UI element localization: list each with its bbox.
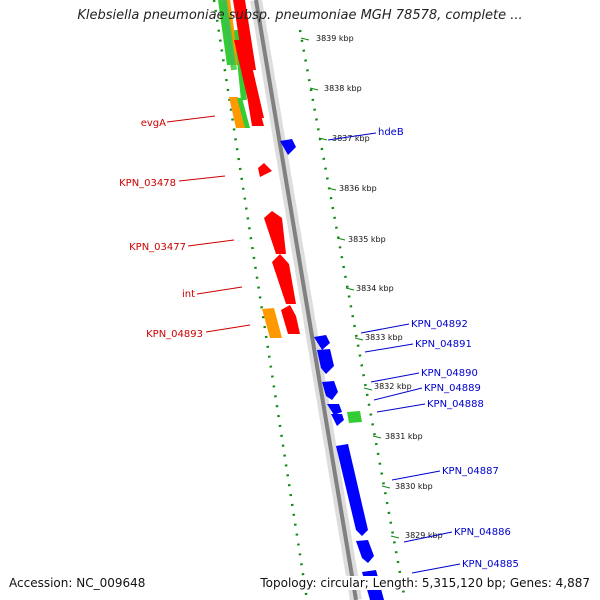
gene-label-KPN_04892[interactable]: KPN_04892 [411, 319, 468, 330]
map-title: Klebsiella pneumoniae subsp. pneumoniae … [77, 8, 523, 23]
gene-label-KPN_04889[interactable]: KPN_04889 [424, 383, 481, 394]
gene-KPN_03478[interactable] [258, 163, 272, 177]
gene-label-KPN_04885[interactable]: KPN_04885 [462, 559, 519, 570]
tick-label: 3836 kbp [339, 184, 377, 193]
gene-label-KPN_04890[interactable]: KPN_04890 [421, 368, 478, 379]
gene-KPN_04892[interactable] [314, 335, 330, 350]
tick-label: 3834 kbp [356, 284, 394, 293]
cog-track-green-3 [221, 0, 237, 71]
backbone-line [254, 0, 358, 600]
left-dotted-guide [212, 0, 309, 600]
tick-label: 3830 kbp [395, 482, 433, 491]
connector-KPN_04892 [360, 323, 410, 334]
gene-KPN_03477[interactable] [264, 211, 286, 254]
tick-label: 3829 kbp [405, 531, 443, 540]
gene-KPN_04886[interactable] [356, 540, 374, 563]
topology-text: Topology: circular; Length: 5,315,120 bp… [260, 576, 590, 590]
connector-KPN_04888 [376, 403, 426, 413]
gene-label-KPN_04887[interactable]: KPN_04887 [442, 466, 499, 477]
gene-KPN_04893-orange[interactable] [262, 308, 282, 338]
connector-KPN_04885 [411, 563, 461, 574]
tick-label: 3831 kbp [385, 432, 423, 441]
gene-KPN_04888[interactable] [331, 414, 344, 426]
tick-label: 3832 kbp [374, 382, 412, 391]
connector-KPN_04887 [391, 470, 441, 481]
gene-label-KPN_04886[interactable]: KPN_04886 [454, 527, 511, 538]
gene-label-hdeB[interactable]: hdeB [378, 127, 404, 138]
connector-KPN_04886 [403, 531, 453, 543]
gene-hdeB[interactable] [280, 139, 296, 155]
connector-evgA [166, 115, 216, 123]
connector-KPN_03477 [187, 239, 235, 247]
gene-green-small[interactable] [347, 411, 362, 423]
gene-KPN_04893[interactable] [281, 305, 300, 334]
gene-label-KPN_04893[interactable]: KPN_04893 [146, 329, 203, 340]
gene-label-KPN_03478[interactable]: KPN_03478 [119, 178, 176, 189]
gene-KPN_04890[interactable] [322, 381, 338, 400]
tick-label: 3833 kbp [365, 333, 403, 342]
tick-label: 3835 kbp [348, 235, 386, 244]
connector-KPN_04889 [373, 387, 423, 401]
gene-red[interactable] [234, 40, 264, 118]
accession-text: Accession: NC_009648 [9, 576, 146, 590]
gene-evgA-orange[interactable] [229, 97, 246, 128]
connector-KPN_04893 [205, 324, 251, 333]
connector-int [196, 286, 243, 295]
cog-track-green [218, 0, 231, 66]
connector-KPN_04891 [364, 343, 414, 353]
gene-int[interactable] [272, 254, 296, 304]
gene-KPN_04889[interactable] [327, 404, 342, 415]
tick-label: 3839 kbp [316, 34, 354, 43]
tick-label: 3838 kbp [324, 84, 362, 93]
connector-KPN_03478 [178, 175, 226, 182]
gene-label-KPN_03477[interactable]: KPN_03477 [129, 242, 186, 253]
gene-KPN_04891[interactable] [317, 349, 334, 374]
gene-label-KPN_04891[interactable]: KPN_04891 [415, 339, 472, 350]
gene-evgS[interactable] [247, 96, 264, 126]
connector-KPN_04890 [370, 372, 420, 383]
tick-label: 3837 kbp [332, 134, 370, 143]
gene-label-evgA[interactable]: evgA [141, 118, 166, 129]
tick-marks [300, 37, 400, 539]
gene-KPN_04887[interactable] [336, 444, 368, 536]
gene-evgA-green[interactable] [237, 98, 250, 128]
connector-hdeB [327, 132, 377, 141]
gene-red[interactable] [233, 0, 256, 70]
gene-label-int[interactable]: int [182, 289, 195, 300]
cog-track-orange [226, 0, 239, 66]
gene-label-KPN_04888[interactable]: KPN_04888 [427, 399, 484, 410]
